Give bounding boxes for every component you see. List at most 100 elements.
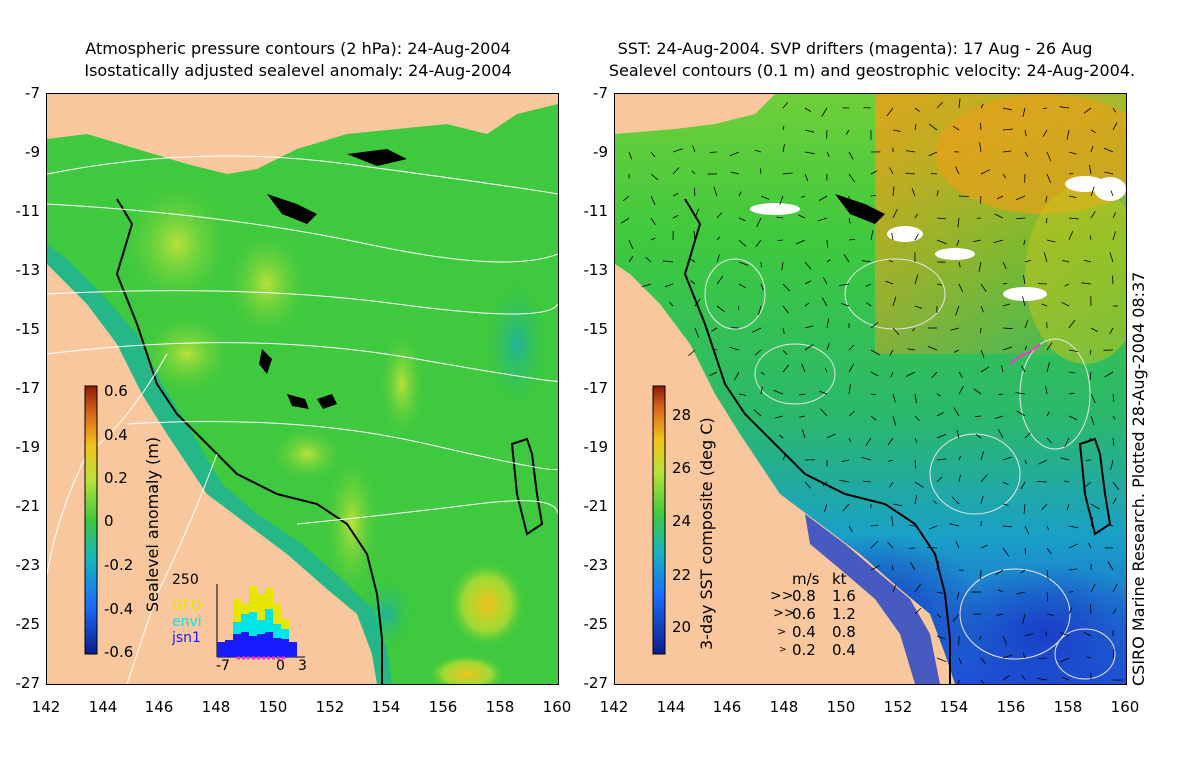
velocity-arrow xyxy=(781,261,784,271)
velocity-arrow xyxy=(886,107,894,117)
velocity-arrow xyxy=(914,607,922,615)
legend-ms: 0.4 xyxy=(792,623,816,641)
velocity-arrow xyxy=(980,451,984,461)
velocity-arrow xyxy=(716,236,721,241)
velocity-arrow xyxy=(1110,190,1114,197)
velocity-arrow xyxy=(1112,212,1116,219)
velocity-arrow xyxy=(887,459,894,462)
velocity-arrow xyxy=(729,346,740,351)
velocity-arrow xyxy=(645,256,652,263)
velocity-arrow xyxy=(994,213,1004,219)
velocity-arrow xyxy=(1046,613,1054,616)
velocity-arrow xyxy=(1001,365,1004,373)
velocity-arrow xyxy=(911,188,916,197)
velocity-arrow xyxy=(773,390,784,395)
lat-label: -9 xyxy=(25,143,40,161)
legend-kt: 0.8 xyxy=(832,623,856,641)
lon-label: 150 xyxy=(258,698,288,716)
lon-label: 144 xyxy=(88,698,118,716)
histogram-xtick: 0 xyxy=(276,658,285,674)
velocity-arrow xyxy=(689,258,696,263)
velocity-arrow xyxy=(1002,654,1013,659)
velocity-arrow xyxy=(1002,173,1007,179)
velocity-arrow xyxy=(1024,633,1034,637)
velocity-arrow xyxy=(760,195,770,200)
velocity-arrow xyxy=(973,239,982,243)
velocity-arrow xyxy=(848,151,854,160)
velocity-arrow xyxy=(914,274,919,285)
velocity-arrow xyxy=(980,349,985,359)
velocity-arrow xyxy=(1043,252,1048,263)
anomaly-colorbar-label: Sealevel anomaly (m) xyxy=(143,436,162,612)
velocity-arrow xyxy=(1090,210,1096,219)
velocity-arrow xyxy=(1002,675,1010,681)
velocity-arrow xyxy=(975,433,982,439)
velocity-arrow xyxy=(931,371,938,379)
velocity-arrow xyxy=(936,217,946,220)
legend-header-kt: kt xyxy=(832,570,847,588)
velocity-arrow xyxy=(709,371,718,377)
velocity-arrow xyxy=(1002,503,1009,506)
velocity-arrow xyxy=(848,239,856,241)
sst-colorbar-tick: 22 xyxy=(672,566,692,584)
velocity-arrow xyxy=(801,363,806,373)
lat-label: -17 xyxy=(15,379,41,397)
velocity-arrow xyxy=(928,151,938,157)
velocity-arrow xyxy=(1024,345,1028,351)
velocity-arrow xyxy=(870,216,880,219)
velocity-arrow xyxy=(1090,503,1100,510)
velocity-arrow xyxy=(870,540,879,549)
velocity-arrow xyxy=(1042,129,1048,137)
velocity-arrow xyxy=(1090,129,1097,134)
anomaly-colorbar-tick: 0.2 xyxy=(104,469,128,487)
velocity-arrow xyxy=(936,393,941,397)
velocity-arrow xyxy=(754,349,762,356)
vector-glyph-icon: >> xyxy=(773,606,795,621)
velocity-arrow xyxy=(782,453,787,461)
velocity-arrow xyxy=(936,101,944,109)
lon-label: 158 xyxy=(1053,698,1083,716)
velocity-arrow xyxy=(819,390,828,395)
velocity-arrow xyxy=(866,302,872,307)
altimeter-histogram xyxy=(216,584,305,660)
anomaly-colorbar-tick: 0.6 xyxy=(104,382,128,400)
velocity-arrow xyxy=(936,476,943,483)
credit-text: CSIRO Marine Research. Plotted 28-Aug-20… xyxy=(1129,271,1148,686)
velocity-arrow xyxy=(1041,303,1048,307)
velocity-arrow xyxy=(1015,195,1026,201)
velocity-arrow xyxy=(888,259,894,263)
velocity-arrow xyxy=(826,259,831,263)
sst-map xyxy=(614,93,1127,685)
velocity-arrow xyxy=(891,565,894,571)
velocity-arrow xyxy=(936,560,939,571)
velocity-arrow xyxy=(729,151,740,157)
velocity-arrow xyxy=(870,415,877,421)
lat-label: -13 xyxy=(583,261,609,279)
velocity-arrow xyxy=(716,254,720,263)
velocity-arrow xyxy=(1107,561,1114,571)
velocity-arrow xyxy=(650,195,656,206)
velocity-arrow xyxy=(958,474,961,483)
velocity-arrow xyxy=(1002,456,1012,461)
velocity-arrow xyxy=(797,214,806,219)
velocity-arrow xyxy=(870,524,879,527)
velocity-arrow xyxy=(826,239,828,249)
sst-colorbar-tick: 20 xyxy=(672,618,692,636)
velocity-arrow xyxy=(1023,239,1026,246)
vector-glyph-icon: >> xyxy=(770,588,794,604)
lat-label: -11 xyxy=(15,202,41,220)
lat-label: -23 xyxy=(15,556,41,574)
lon-label: 160 xyxy=(1110,698,1140,716)
velocity-arrow xyxy=(804,173,809,182)
velocity-arrow xyxy=(936,190,939,197)
velocity-arrow xyxy=(716,212,723,219)
velocity-arrow xyxy=(1068,525,1079,529)
velocity-arrow xyxy=(1062,676,1070,681)
velocity-arrow xyxy=(957,679,960,684)
velocity-arrow xyxy=(782,327,785,334)
velocity-arrow xyxy=(1068,173,1074,175)
velocity-arrow xyxy=(1109,327,1114,335)
velocity-arrow xyxy=(672,167,680,175)
lon-label: 150 xyxy=(826,698,856,716)
velocity-arrow xyxy=(711,348,718,351)
